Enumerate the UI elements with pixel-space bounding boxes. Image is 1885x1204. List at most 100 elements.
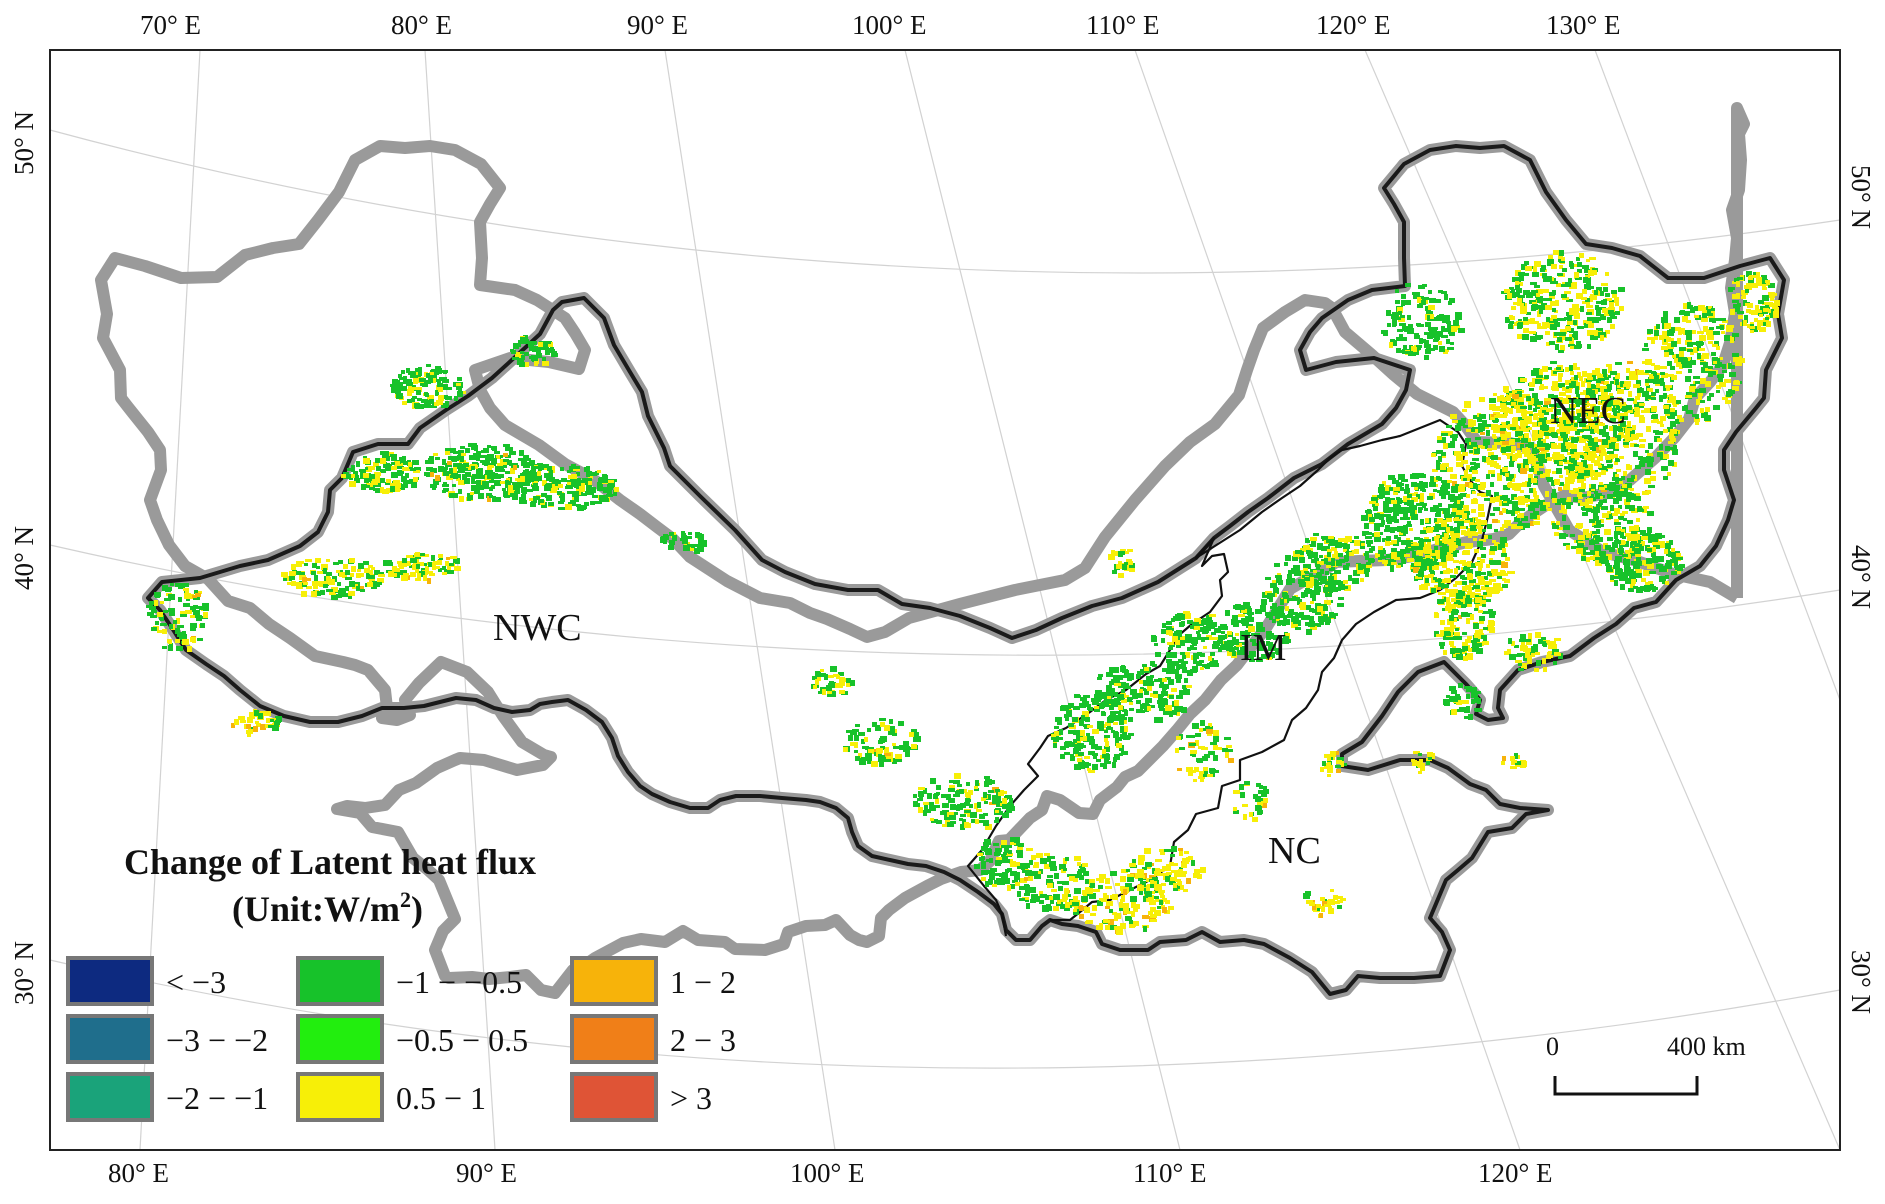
flux-change-pixel (1647, 478, 1653, 481)
flux-change-pixel (1095, 746, 1102, 750)
flux-change-pixel (1647, 461, 1653, 467)
flux-change-pixel (1750, 326, 1755, 329)
flux-change-pixel (384, 561, 389, 565)
flux-change-pixel (1374, 532, 1380, 537)
flux-change-pixel (954, 773, 961, 779)
flux-change-pixel (1424, 550, 1431, 554)
flux-change-pixel (446, 557, 450, 560)
flux-change-pixel (1491, 569, 1498, 573)
flux-change-pixel (195, 606, 202, 609)
flux-change-pixel (537, 471, 541, 476)
flux-change-pixel (1596, 301, 1601, 304)
flux-change-pixel (957, 784, 962, 787)
flux-change-pixel (311, 571, 316, 575)
flux-change-pixel (1623, 442, 1629, 445)
flux-change-pixel (1528, 474, 1533, 478)
flux-change-pixel (349, 558, 355, 563)
flux-change-pixel (1627, 361, 1633, 364)
flux-change-pixel (1130, 896, 1137, 902)
flux-change-pixel (1563, 459, 1567, 462)
flux-change-pixel (1054, 726, 1059, 729)
flux-change-pixel (1214, 663, 1219, 667)
flux-change-pixel (157, 612, 163, 617)
flux-change-pixel (376, 479, 380, 483)
flux-change-pixel (586, 471, 592, 476)
flux-change-pixel (1500, 537, 1507, 543)
flux-change-pixel (1508, 324, 1513, 329)
flux-change-pixel (1711, 308, 1715, 311)
flux-change-pixel (1382, 560, 1388, 564)
flux-change-pixel (183, 603, 190, 607)
flux-change-pixel (1396, 482, 1402, 487)
flux-change-pixel (604, 498, 609, 502)
flux-change-pixel (1642, 348, 1649, 351)
flux-change-pixel (1615, 474, 1619, 477)
flux-change-pixel (1184, 639, 1191, 643)
flux-change-pixel (407, 389, 414, 393)
flux-change-pixel (977, 802, 981, 808)
flux-change-pixel (1438, 592, 1445, 595)
flux-change-pixel (1463, 505, 1469, 511)
flux-change-pixel (1657, 421, 1663, 424)
flux-change-pixel (827, 675, 834, 678)
flux-change-pixel (1759, 314, 1763, 317)
flux-change-pixel (1192, 622, 1199, 626)
flux-change-pixel (1633, 451, 1638, 457)
flux-change-pixel (1747, 303, 1753, 308)
flux-change-pixel (1145, 862, 1152, 867)
flux-change-pixel (449, 493, 454, 498)
flux-change-pixel (1773, 312, 1779, 318)
flux-change-pixel (443, 371, 447, 374)
flux-change-pixel (154, 600, 158, 606)
flux-change-pixel (1460, 560, 1466, 563)
flux-change-pixel (1750, 330, 1754, 333)
flux-change-pixel (1488, 470, 1495, 474)
flux-change-pixel (1014, 877, 1019, 880)
flux-change-pixel (162, 646, 167, 649)
flux-change-pixel (1235, 605, 1239, 608)
flux-change-pixel (203, 612, 208, 618)
flux-change-pixel (1415, 546, 1419, 549)
flux-change-pixel (1232, 651, 1236, 656)
flux-change-pixel (1165, 705, 1172, 711)
flux-change-pixel (1094, 706, 1099, 709)
flux-change-pixel (1186, 635, 1191, 638)
flux-change-pixel (1476, 526, 1483, 529)
flux-change-pixel (1506, 446, 1511, 452)
flux-change-pixel (1722, 364, 1726, 369)
flux-change-pixel (1695, 420, 1699, 425)
flux-change-pixel (246, 724, 251, 729)
flux-change-pixel (1660, 424, 1664, 427)
flux-change-pixel (1688, 369, 1692, 373)
flux-change-pixel (1667, 447, 1673, 450)
flux-change-pixel (1670, 412, 1675, 417)
flux-change-pixel (1210, 652, 1215, 656)
flux-change-pixel (1080, 730, 1085, 736)
flux-change-pixel (1154, 896, 1159, 899)
flux-change-pixel (297, 561, 304, 564)
flux-change-pixel (1559, 475, 1563, 478)
flux-change-pixel (1084, 718, 1088, 721)
flux-change-pixel (1169, 695, 1174, 699)
flux-change-pixel (395, 388, 401, 394)
flux-change-pixel (304, 563, 308, 566)
flux-change-pixel (892, 733, 897, 736)
flux-change-pixel (538, 499, 544, 503)
flux-change-pixel (1319, 622, 1324, 625)
flux-change-pixel (1744, 285, 1750, 289)
flux-change-pixel (663, 534, 668, 539)
flux-change-pixel (1626, 464, 1630, 470)
flux-change-pixel (1759, 327, 1766, 332)
flux-change-pixel (1515, 438, 1520, 442)
flux-change-pixel (1570, 371, 1574, 375)
flux-change-pixel (1057, 881, 1064, 884)
flux-change-pixel (941, 794, 946, 798)
flux-change-pixel (1126, 869, 1130, 872)
flux-change-pixel (185, 610, 192, 614)
flux-change-pixel (529, 498, 533, 501)
flux-change-pixel (538, 342, 543, 347)
flux-change-pixel (169, 610, 175, 616)
flux-change-pixel (498, 469, 505, 472)
flux-change-pixel (1454, 568, 1458, 574)
flux-change-pixel (1450, 441, 1455, 447)
